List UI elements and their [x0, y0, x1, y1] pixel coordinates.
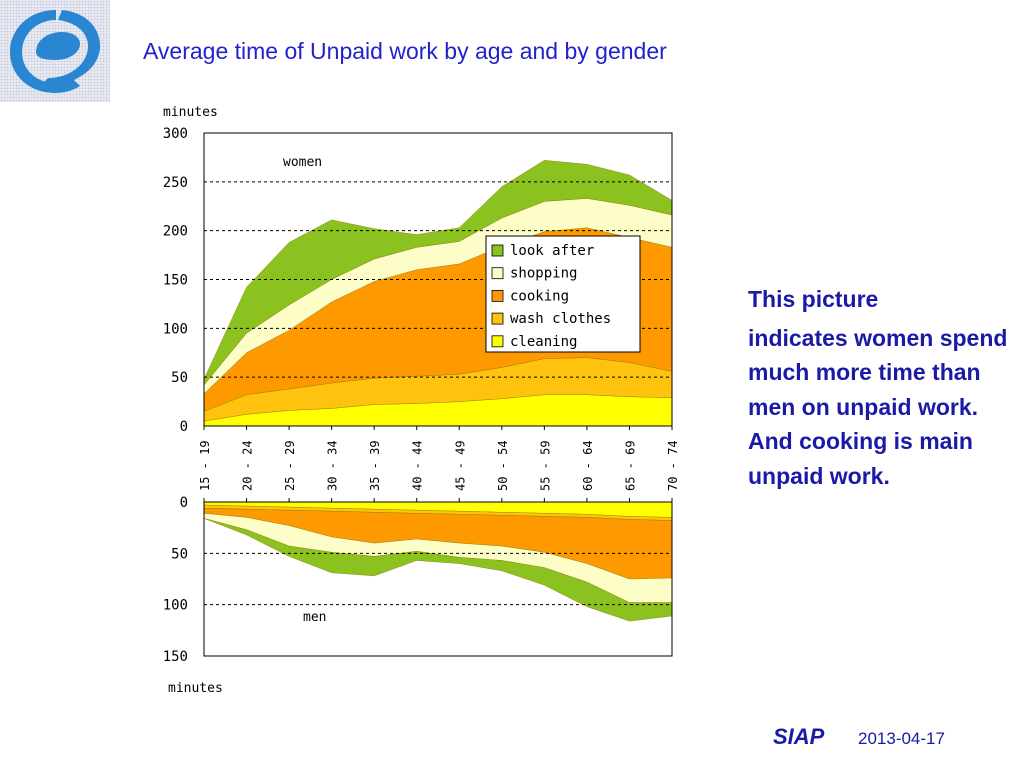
- page-title: Average time of Unpaid work by age and b…: [143, 38, 667, 64]
- men-panel: 0 50 100 150 minutes men: [163, 495, 673, 696]
- plot-border: [203, 132, 673, 427]
- x-tick-label: 65 - 69: [623, 440, 637, 491]
- legend: look after shopping cooking wash clothes cle…: [485, 235, 641, 353]
- logo-arc-left: [10, 10, 80, 93]
- chart: 0 50 100 150 200 250 300 minutes women 15 - 19 20 …: [163, 105, 680, 696]
- legend-label: look after: [510, 243, 594, 259]
- legend-swatch: [491, 335, 504, 348]
- side-text-body: indicates women spend much more time tha…: [748, 324, 1008, 489]
- logo: [0, 0, 110, 102]
- x-tick-label: 60 - 64: [581, 440, 595, 491]
- footer-date: 2013-04-17: [858, 729, 945, 748]
- y-tick-label: 0: [180, 419, 188, 435]
- y-tick-label: 50: [171, 546, 188, 562]
- side-text-line1: This picture: [748, 286, 879, 312]
- legend-label: wash clothes: [510, 311, 611, 327]
- panel-label: men: [303, 610, 326, 625]
- x-tick-label: 55 - 59: [538, 440, 552, 491]
- logo-core: [36, 32, 80, 60]
- x-tick-label: 20 - 24: [241, 440, 255, 491]
- y-tick-label: 100: [163, 321, 188, 337]
- panel-label: women: [283, 155, 322, 170]
- x-tick-label: 70 - 74: [666, 440, 680, 491]
- footer-brand: SIAP: [773, 724, 825, 749]
- y-tick-label: 150: [163, 273, 188, 289]
- y-tick-label: 0: [180, 495, 188, 511]
- y-tick-label: 50: [171, 370, 188, 386]
- y-tick-label: 100: [163, 598, 188, 614]
- y-axis-label: minutes: [168, 681, 223, 696]
- y-tick-label: 200: [163, 224, 188, 240]
- legend-swatch: [491, 289, 504, 302]
- legend-box: [485, 235, 641, 353]
- legend-label: cleaning: [510, 334, 577, 350]
- legend-label: shopping: [510, 266, 577, 282]
- x-tick-label: 25 - 29: [283, 440, 297, 491]
- side-text: This picture indicates women spend much …: [748, 282, 1008, 493]
- y-axis-label: minutes: [163, 105, 218, 120]
- logo-arc-right: [40, 10, 100, 87]
- y-tick-label: 150: [163, 649, 188, 665]
- x-tick-label: 30 - 34: [326, 440, 340, 491]
- x-tick-label: 45 - 49: [453, 440, 467, 491]
- y-tick-label: 300: [163, 126, 188, 142]
- plot-border: [203, 501, 673, 657]
- x-tick-label: 15 - 19: [198, 440, 212, 491]
- x-tick-label: 50 - 54: [496, 440, 510, 491]
- legend-swatch: [491, 312, 504, 325]
- y-tick-label: 250: [163, 175, 188, 191]
- logo-icon: [10, 10, 100, 93]
- legend-label: cooking: [510, 288, 569, 304]
- x-tick-label: 35 - 39: [368, 440, 382, 491]
- x-tick-label: 40 - 44: [411, 440, 425, 491]
- legend-swatch: [491, 244, 504, 257]
- legend-swatch: [491, 267, 504, 280]
